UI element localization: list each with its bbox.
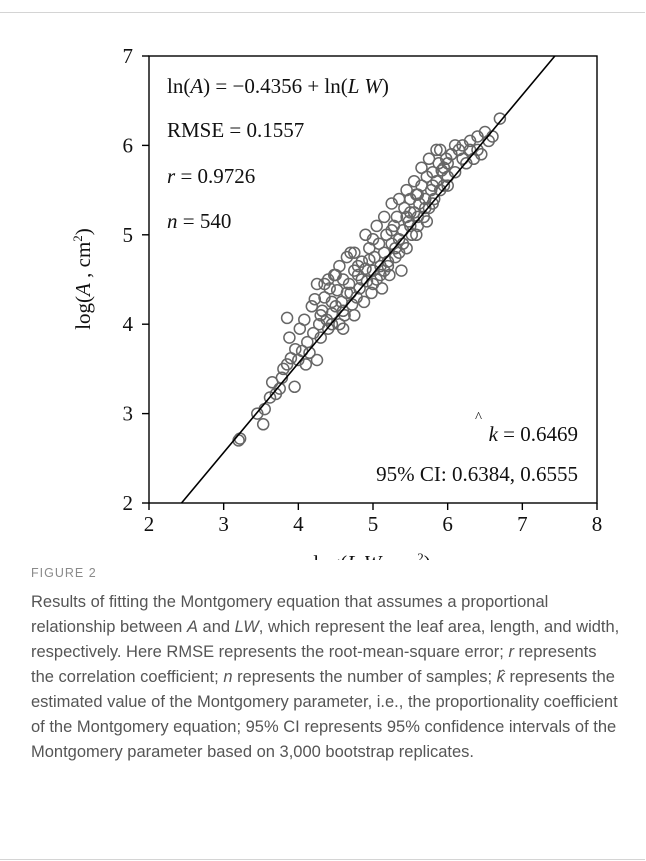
data-point — [336, 304, 350, 318]
data-point — [283, 331, 296, 344]
x-axis-ticks: 2 3 4 5 6 7 8 — [144, 503, 603, 536]
data-point — [400, 210, 413, 224]
data-point — [471, 143, 484, 157]
y-tick-label: 7 — [123, 44, 134, 68]
y-tick-label: 5 — [123, 223, 134, 247]
scatter-chart: 2 3 4 5 6 7 8 2 3 4 5 6 7 log(L W, cm2) log(A , cm2… — [70, 44, 603, 560]
data-point — [348, 246, 361, 259]
data-point — [475, 148, 488, 161]
data-point — [325, 317, 339, 331]
data-point — [426, 179, 439, 192]
data-point — [314, 331, 327, 344]
figure-label: FIGURE 2 — [31, 566, 97, 580]
data-point — [325, 295, 339, 309]
data-point — [392, 192, 406, 206]
y-axis-label: log(A , cm2) — [70, 228, 95, 330]
data-point — [400, 183, 413, 197]
data-point — [448, 139, 462, 152]
data-point — [437, 161, 451, 175]
x-tick-label: 3 — [218, 512, 229, 536]
data-points — [232, 112, 507, 447]
data-point — [280, 311, 294, 325]
data-point — [365, 286, 378, 300]
data-point — [318, 277, 331, 291]
data-point — [392, 246, 406, 259]
figure-frame — [0, 12, 645, 860]
data-point — [310, 353, 324, 367]
data-point — [420, 215, 434, 228]
data-point — [336, 322, 350, 335]
x-tick-label: 4 — [293, 512, 304, 536]
data-point — [407, 174, 421, 188]
x-tick-label: 7 — [517, 512, 528, 536]
data-point — [422, 152, 436, 166]
data-point — [299, 358, 313, 371]
data-point — [366, 277, 380, 291]
data-point — [360, 275, 374, 288]
data-point — [288, 380, 301, 394]
data-point — [357, 295, 371, 309]
x-tick-label: 2 — [144, 512, 155, 536]
n-annotation: n = 540 — [167, 209, 231, 233]
data-point — [430, 143, 443, 157]
data-point — [310, 277, 324, 291]
data-point — [415, 161, 428, 175]
data-point — [305, 300, 319, 313]
y-tick-label: 3 — [123, 402, 134, 426]
y-axis-ticks: 2 3 4 5 6 7 — [123, 44, 149, 515]
data-point — [426, 197, 439, 210]
data-point — [395, 264, 408, 277]
data-point — [348, 309, 361, 322]
y-tick-label: 6 — [123, 133, 134, 157]
figure-caption: FIGURE 2 Results of fitting the Montgome… — [31, 566, 621, 765]
khat-annotation: k = 0.6469 — [489, 422, 578, 446]
x-axis-label: log(L W, cm2) — [313, 550, 431, 560]
data-point — [493, 112, 507, 125]
equation-annotation: ln(A) = −0.4356 + ln(L W) — [167, 74, 389, 98]
data-point — [374, 268, 387, 282]
data-point — [329, 268, 342, 282]
data-point — [366, 233, 380, 246]
data-point — [389, 250, 402, 264]
khat-hat: ^ — [475, 410, 482, 426]
data-point — [303, 346, 316, 360]
data-point — [344, 246, 357, 259]
data-point — [377, 210, 391, 224]
data-point — [448, 165, 462, 179]
data-point — [411, 188, 425, 201]
data-point — [298, 313, 311, 326]
data-point — [441, 179, 454, 192]
data-point — [377, 264, 391, 277]
data-point — [289, 342, 302, 356]
y-tick-label: 4 — [123, 312, 134, 336]
data-point — [410, 228, 423, 242]
data-point — [363, 253, 376, 267]
data-point — [385, 224, 398, 237]
data-point — [351, 259, 365, 273]
x-tick-label: 6 — [442, 512, 453, 536]
rmse-annotation: RMSE = 0.1557 — [167, 118, 304, 142]
data-point — [390, 210, 404, 224]
data-point — [342, 277, 356, 291]
data-point — [314, 309, 327, 322]
r-annotation: r = 0.9726 — [167, 164, 255, 188]
data-point — [256, 418, 270, 431]
x-tick-label: 8 — [592, 512, 603, 536]
y-tick-label: 2 — [123, 491, 134, 515]
caption-text: Results of fitting the Montgomery equati… — [31, 593, 620, 761]
data-point — [308, 292, 322, 306]
data-point — [370, 219, 383, 233]
ci-annotation: 95% CI: 0.6384, 0.6555 — [376, 462, 578, 486]
data-point — [433, 143, 447, 157]
x-tick-label: 5 — [368, 512, 379, 536]
data-point — [280, 358, 294, 371]
fit-line — [180, 55, 556, 504]
